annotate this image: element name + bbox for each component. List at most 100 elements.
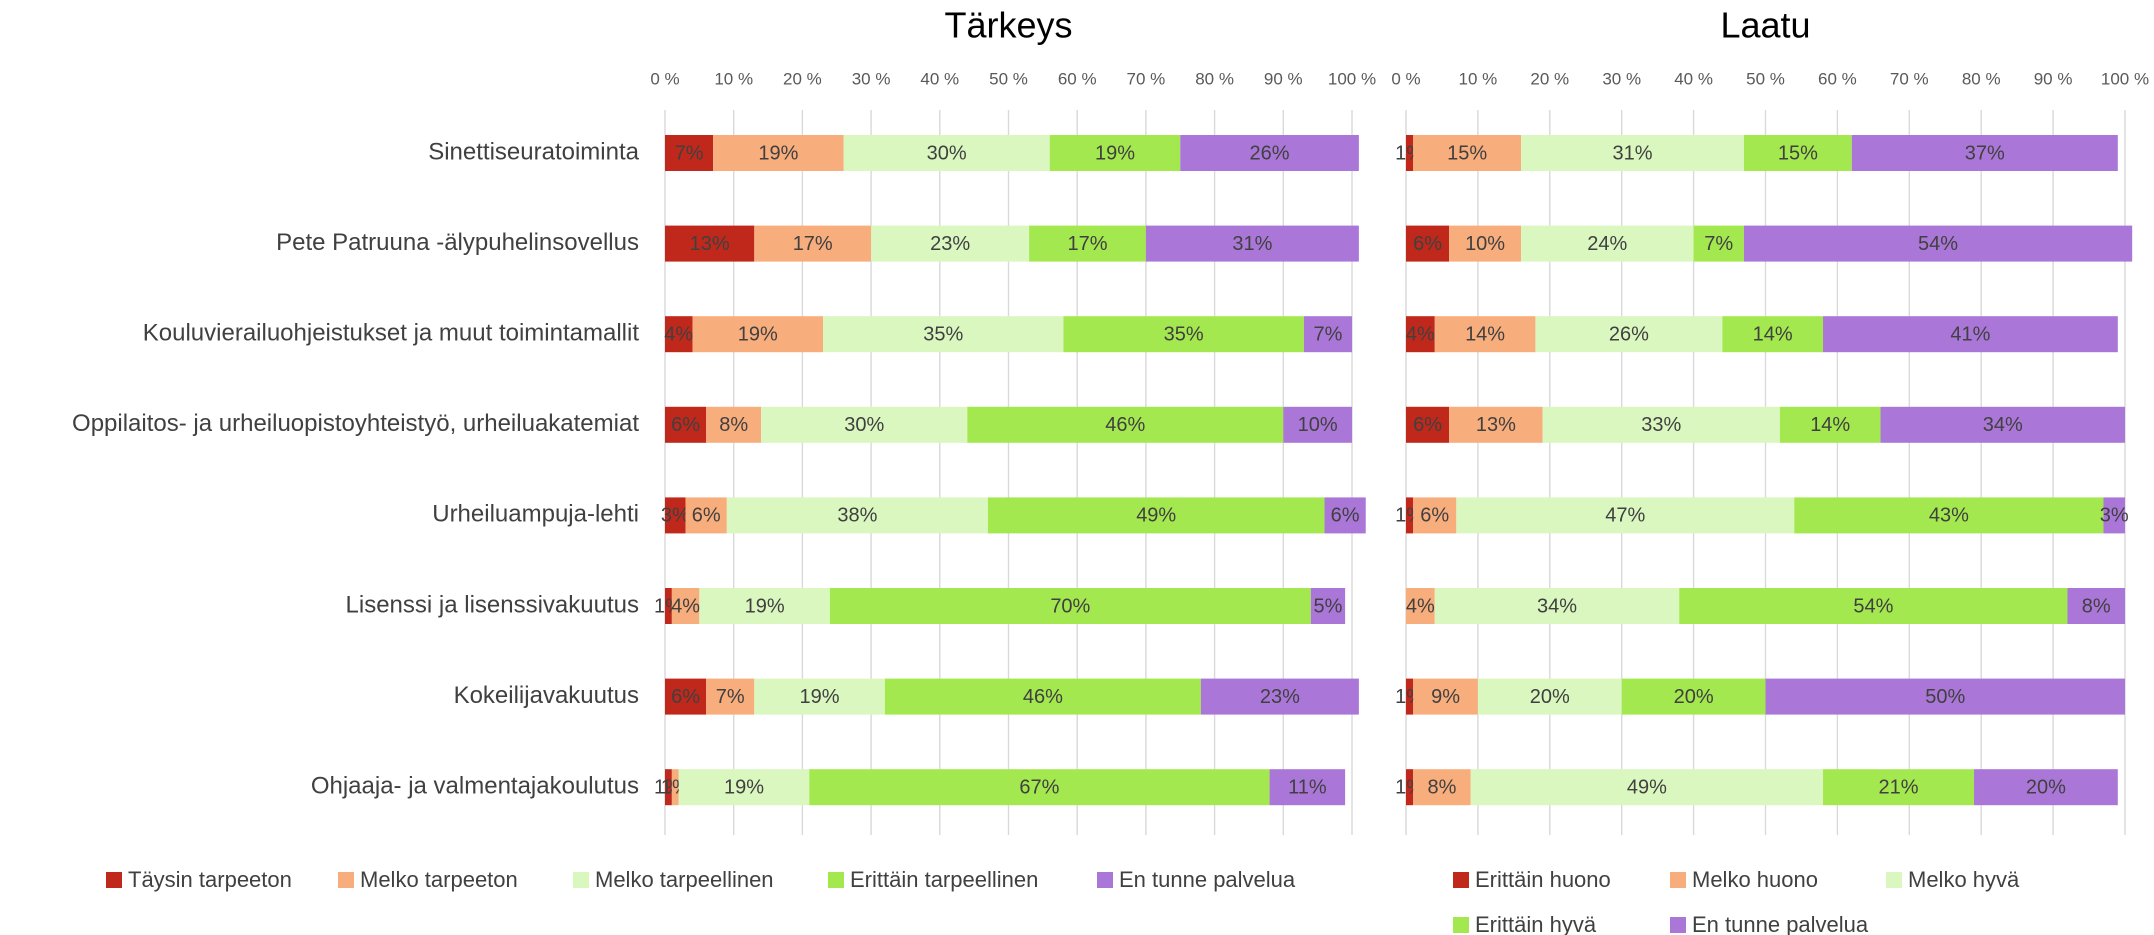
- data-label: 13%: [1476, 414, 1516, 436]
- data-label: 19%: [800, 686, 840, 708]
- bar-segment: [1434, 316, 1536, 353]
- x-tick-label: 100 %: [1328, 69, 1376, 88]
- data-label: 6%: [671, 414, 700, 436]
- data-label: 5%: [1314, 595, 1343, 617]
- bar-segment: [1413, 497, 1457, 534]
- legend-label: Melko tarpeeton: [360, 867, 518, 892]
- x-tick-label: 70 %: [1890, 69, 1929, 88]
- legend-swatch: [1670, 917, 1686, 933]
- bar-segment: [665, 406, 707, 443]
- legend-label: Erittäin tarpeellinen: [850, 867, 1038, 892]
- data-label: 23%: [1260, 686, 1300, 708]
- legend-label: Melko huono: [1692, 867, 1818, 892]
- legend-swatch: [828, 872, 844, 888]
- data-label: 19%: [758, 142, 798, 164]
- x-tick-label: 60 %: [1058, 69, 1097, 88]
- legend-label: Erittäin huono: [1475, 867, 1611, 892]
- data-label: 43%: [1929, 505, 1969, 527]
- x-tick-label: 30 %: [1602, 69, 1641, 88]
- bar-segment: [1851, 135, 2118, 171]
- bar-segment: [1406, 497, 1414, 534]
- data-label: 7%: [1314, 323, 1343, 345]
- bar-segment: [1063, 316, 1304, 353]
- data-label: 14%: [1810, 414, 1850, 436]
- category-label: Kouluvierailuohjeistukset ja muut toimin…: [143, 320, 640, 347]
- data-label: 17%: [1067, 233, 1107, 255]
- data-label: 3%: [661, 505, 690, 527]
- data-label: 33%: [1641, 414, 1681, 436]
- data-label: 4%: [664, 323, 693, 345]
- bar-segment: [1779, 406, 1881, 443]
- data-label: 31%: [1232, 233, 1272, 255]
- bar-segment: [1470, 769, 1824, 806]
- bar-segment: [665, 497, 686, 534]
- data-label: 49%: [1627, 776, 1667, 798]
- bar-segment: [1521, 135, 1744, 171]
- bar-segment: [1743, 135, 1852, 171]
- data-label: 35%: [1164, 323, 1204, 345]
- data-label: 46%: [1023, 686, 1063, 708]
- x-tick-label: 20 %: [1530, 69, 1569, 88]
- legend-label: En tunne palvelua: [1119, 867, 1296, 892]
- data-label: 30%: [927, 142, 967, 164]
- bar-segment: [1621, 678, 1766, 715]
- x-tick-label: 70 %: [1127, 69, 1166, 88]
- bar-segment: [678, 769, 810, 806]
- data-label: 47%: [1605, 505, 1645, 527]
- bar-segment: [884, 678, 1201, 715]
- data-label: 14%: [1753, 323, 1793, 345]
- legend-label: Erittäin hyvä: [1475, 912, 1597, 935]
- bar-segment: [1743, 225, 2133, 262]
- bar-segment: [1303, 316, 1352, 353]
- data-label: 41%: [1950, 323, 1990, 345]
- bar-segment: [843, 135, 1050, 171]
- bar-segment: [1542, 406, 1780, 443]
- data-label: 4%: [671, 595, 700, 617]
- data-label: 34%: [1537, 595, 1577, 617]
- legend-swatch: [106, 872, 122, 888]
- data-label: 67%: [1019, 776, 1059, 798]
- bar-segment: [1049, 135, 1181, 171]
- x-tick-label: 40 %: [1674, 69, 1713, 88]
- bar-segment: [1456, 497, 1795, 534]
- bar-segment: [665, 678, 707, 715]
- data-label: 23%: [930, 233, 970, 255]
- bar-segment: [1406, 588, 1435, 624]
- bar-segment: [754, 225, 872, 262]
- data-label: 11%: [1288, 776, 1327, 798]
- category-label: Lisenssi ja lisenssivakuutus: [346, 591, 639, 618]
- data-label: 6%: [1420, 505, 1449, 527]
- x-tick-label: 50 %: [989, 69, 1028, 88]
- data-label: 46%: [1105, 414, 1145, 436]
- data-label: 19%: [738, 323, 778, 345]
- data-label: 7%: [1704, 233, 1733, 255]
- data-label: 19%: [1095, 142, 1135, 164]
- data-label: 6%: [1413, 414, 1442, 436]
- bar-segment: [1477, 678, 1622, 715]
- x-tick-label: 10 %: [714, 69, 753, 88]
- bar-segment: [809, 769, 1270, 806]
- data-label: 24%: [1587, 233, 1627, 255]
- bar-segment: [1145, 225, 1359, 262]
- category-label: Pete Patruuna -älypuhelinsovellus: [276, 229, 639, 256]
- bar-segment: [1269, 769, 1346, 806]
- bar-segment: [1324, 497, 1366, 534]
- data-label: 21%: [1878, 776, 1918, 798]
- bar-segment: [1029, 225, 1146, 262]
- legend-label: Melko hyvä: [1908, 867, 2020, 892]
- bar-segment: [987, 497, 1325, 534]
- data-label: 35%: [923, 323, 963, 345]
- bar-segment: [1406, 678, 1414, 715]
- category-label: Kokeilijavakuutus: [454, 682, 639, 709]
- bar-segment: [1449, 406, 1543, 443]
- data-label: 54%: [1918, 233, 1958, 255]
- x-tick-label: 0 %: [650, 69, 679, 88]
- bar-segment: [1693, 225, 1744, 262]
- bar-segment: [2067, 588, 2125, 624]
- x-tick-label: 40 %: [920, 69, 959, 88]
- data-label: 13%: [690, 233, 730, 255]
- legend-swatch: [1453, 917, 1469, 933]
- legend-swatch: [1453, 872, 1469, 888]
- bar-segment: [754, 678, 885, 715]
